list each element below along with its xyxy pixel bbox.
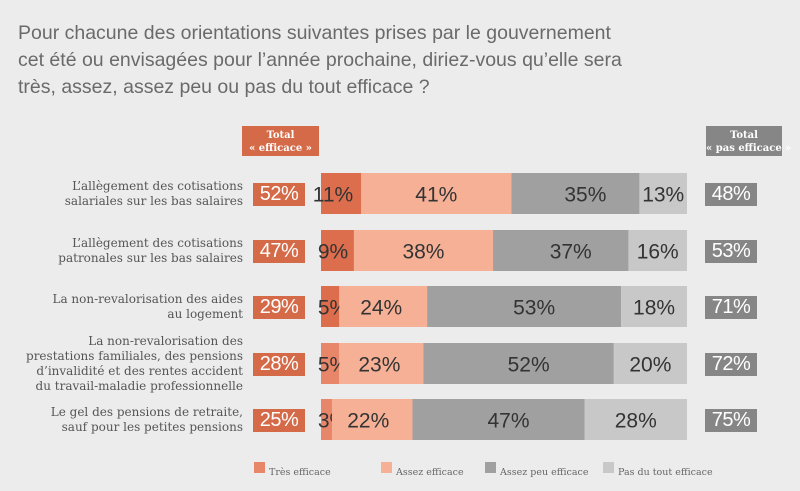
data-label: 38%	[402, 241, 444, 264]
data-label: 9%	[318, 241, 348, 264]
category-label-line: d’invalidité et des rentes accident	[36, 363, 243, 378]
total-pas-efficace-value: 53%	[705, 239, 757, 263]
total-efficace-value: 28%	[253, 352, 305, 376]
bar-segment-pas-du-tout-efficace	[628, 230, 687, 271]
bar-segment-pas-du-tout-efficace	[584, 399, 687, 440]
bar-segment-assez-peu-efficace	[412, 399, 585, 440]
category-label: La non-revalorisation des prestations fam…	[3, 334, 243, 394]
header-line: Total	[730, 130, 758, 141]
header-line: Total	[266, 130, 295, 141]
total-efficace-value: 29%	[253, 295, 305, 319]
category-label-line: prestations familiales, des pensions	[26, 348, 243, 363]
legend-label: Assez efficace	[396, 467, 464, 478]
data-label: 41%	[415, 184, 457, 207]
category-label-line: Le gel des pensions de retraite,	[50, 404, 243, 419]
data-label: 23%	[358, 354, 400, 377]
data-label: 13%	[642, 184, 684, 207]
data-label: 52%	[508, 354, 550, 377]
data-label: 37%	[550, 241, 592, 264]
total-pas-efficace-value: 71%	[705, 295, 757, 319]
bar-segment-assez-peu-efficace	[423, 343, 614, 384]
data-label: 22%	[347, 410, 389, 433]
legend-label: Assez peu efficace	[500, 467, 589, 478]
category-label: Le gel des pensions de retraite, sauf pou…	[3, 405, 243, 435]
title-line: Pour chacune des orientations suivantes …	[18, 22, 611, 44]
category-label-line: La non-revalorisation des aides	[52, 291, 243, 306]
bar-segment-assez-peu-efficace	[511, 173, 640, 214]
header-total-pas-efficace: Total « pas efficace »	[706, 126, 792, 156]
bar-segment-pas-du-tout-efficace	[639, 173, 687, 214]
bar-segment-tres-efficace	[321, 343, 340, 384]
data-label: 28%	[615, 410, 657, 433]
total-pas-efficace-value: 75%	[705, 408, 757, 432]
bar-segment-assez-efficace	[361, 173, 512, 214]
category-label-line: sauf pour les petites pensions	[61, 419, 243, 434]
legend-label: Pas du tout efficace	[618, 467, 713, 478]
data-label: 18%	[633, 297, 675, 320]
category-label-line: La non-revalorisation des	[88, 333, 243, 348]
data-label: 35%	[564, 184, 606, 207]
category-label: L’allègement des cotisations patronales s…	[3, 236, 243, 266]
bar-segment-tres-efficace	[321, 230, 354, 271]
data-label: 11%	[313, 184, 353, 207]
category-label-line: au logement	[167, 306, 243, 321]
total-efficace-value: 47%	[253, 239, 305, 263]
title-line: cet été ou envisagées pour l’année proch…	[18, 49, 622, 71]
header-line: « pas efficace »	[706, 143, 792, 154]
legend-swatch	[603, 462, 614, 473]
bar-segment-assez-efficace	[339, 343, 424, 384]
title-line: très, assez, assez peu ou pas du tout ef…	[18, 76, 430, 98]
legend-swatch	[485, 462, 496, 473]
data-label: 20%	[629, 354, 671, 377]
legend-swatch	[381, 462, 392, 473]
legend-label: Très efficace	[269, 467, 331, 478]
category-label-line: patronales sur les bas salaires	[58, 250, 243, 265]
category-label-line: du travail-maladie professionnelle	[35, 378, 243, 393]
data-label: 47%	[487, 410, 529, 433]
category-label-line: salariales sur les bas salaires	[64, 193, 243, 208]
header-total-efficace: Total « efficace »	[242, 126, 319, 156]
category-label: La non-revalorisation des aides au logeme…	[3, 292, 243, 322]
total-efficace-value: 52%	[253, 182, 305, 206]
bar-segment-assez-efficace	[339, 286, 428, 327]
bar-segment-assez-efficace	[331, 399, 413, 440]
total-pas-efficace-value: 72%	[705, 352, 757, 376]
bar-segment-assez-efficace	[353, 230, 494, 271]
data-label: 16%	[637, 241, 679, 264]
bar-segment-tres-efficace	[321, 399, 332, 440]
category-label: L’allègement des cotisations salariales s…	[3, 179, 243, 209]
chart-title: Pour chacune des orientations suivantes …	[18, 20, 718, 101]
bar-segment-pas-du-tout-efficace	[613, 343, 687, 384]
data-label: 24%	[360, 297, 402, 320]
total-pas-efficace-value: 48%	[705, 182, 757, 206]
header-line: « efficace »	[249, 143, 312, 154]
total-efficace-value: 25%	[253, 408, 305, 432]
bar-segment-assez-peu-efficace	[427, 286, 622, 327]
legend-swatch	[254, 462, 265, 473]
bar-segment-pas-du-tout-efficace	[621, 286, 687, 327]
bar-segment-tres-efficace	[321, 286, 340, 327]
bar-segment-tres-efficace	[321, 173, 362, 214]
data-label: 53%	[513, 297, 555, 320]
category-label-line: L’allègement des cotisations	[72, 235, 243, 250]
bar-segment-assez-peu-efficace	[493, 230, 629, 271]
category-label-line: L’allègement des cotisations	[72, 178, 243, 193]
